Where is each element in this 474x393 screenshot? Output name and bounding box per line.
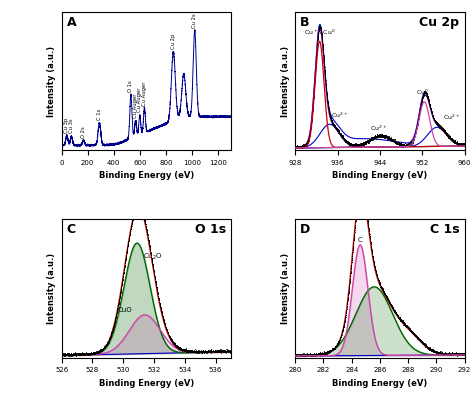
- Text: Cu 2p: Cu 2p: [171, 34, 176, 49]
- Text: Cu$^0$: Cu$^0$: [416, 88, 428, 97]
- Text: D: D: [301, 224, 310, 237]
- X-axis label: Binding Energy (eV): Binding Energy (eV): [99, 379, 194, 388]
- Text: Cu Auger: Cu Auger: [133, 94, 138, 118]
- Y-axis label: Intensity (a.u.): Intensity (a.u.): [47, 253, 56, 324]
- Text: O 1s: O 1s: [128, 80, 133, 92]
- X-axis label: Binding Energy (eV): Binding Energy (eV): [332, 171, 428, 180]
- Y-axis label: Intensity (a.u.): Intensity (a.u.): [47, 46, 56, 116]
- Text: A: A: [67, 16, 76, 29]
- Text: Cu$_2$O: Cu$_2$O: [143, 252, 163, 263]
- Text: C 1s: C 1s: [97, 109, 102, 120]
- Text: Cu 3p: Cu 3p: [64, 118, 69, 133]
- Text: Cu Auger: Cu Auger: [142, 81, 147, 106]
- X-axis label: Binding Energy (eV): Binding Energy (eV): [99, 171, 194, 180]
- Text: Cu$^+$&Cu$^0$: Cu$^+$&Cu$^0$: [304, 28, 335, 37]
- Text: Cu 3s: Cu 3s: [69, 119, 74, 133]
- Text: O 1s: O 1s: [195, 224, 226, 237]
- X-axis label: Binding Energy (eV): Binding Energy (eV): [332, 379, 428, 388]
- Text: C: C: [67, 224, 76, 237]
- Text: Cu 2s: Cu 2s: [192, 14, 197, 28]
- Text: Cu$^{2+}$: Cu$^{2+}$: [370, 124, 387, 133]
- Text: C 1s: C 1s: [430, 224, 459, 237]
- Text: C: C: [358, 237, 363, 242]
- Text: B: B: [301, 16, 310, 29]
- Y-axis label: Intensity (a.u.): Intensity (a.u.): [281, 253, 290, 324]
- Text: CuO: CuO: [118, 307, 132, 313]
- Text: Cu Auger: Cu Auger: [137, 88, 142, 112]
- Y-axis label: Intensity (a.u.): Intensity (a.u.): [281, 46, 290, 116]
- Text: O 2s: O 2s: [81, 126, 86, 138]
- Text: Cu$^{2+}$: Cu$^{2+}$: [443, 113, 461, 123]
- Text: Cu$^{2+}$: Cu$^{2+}$: [331, 111, 348, 120]
- Text: Cu 2p: Cu 2p: [419, 16, 459, 29]
